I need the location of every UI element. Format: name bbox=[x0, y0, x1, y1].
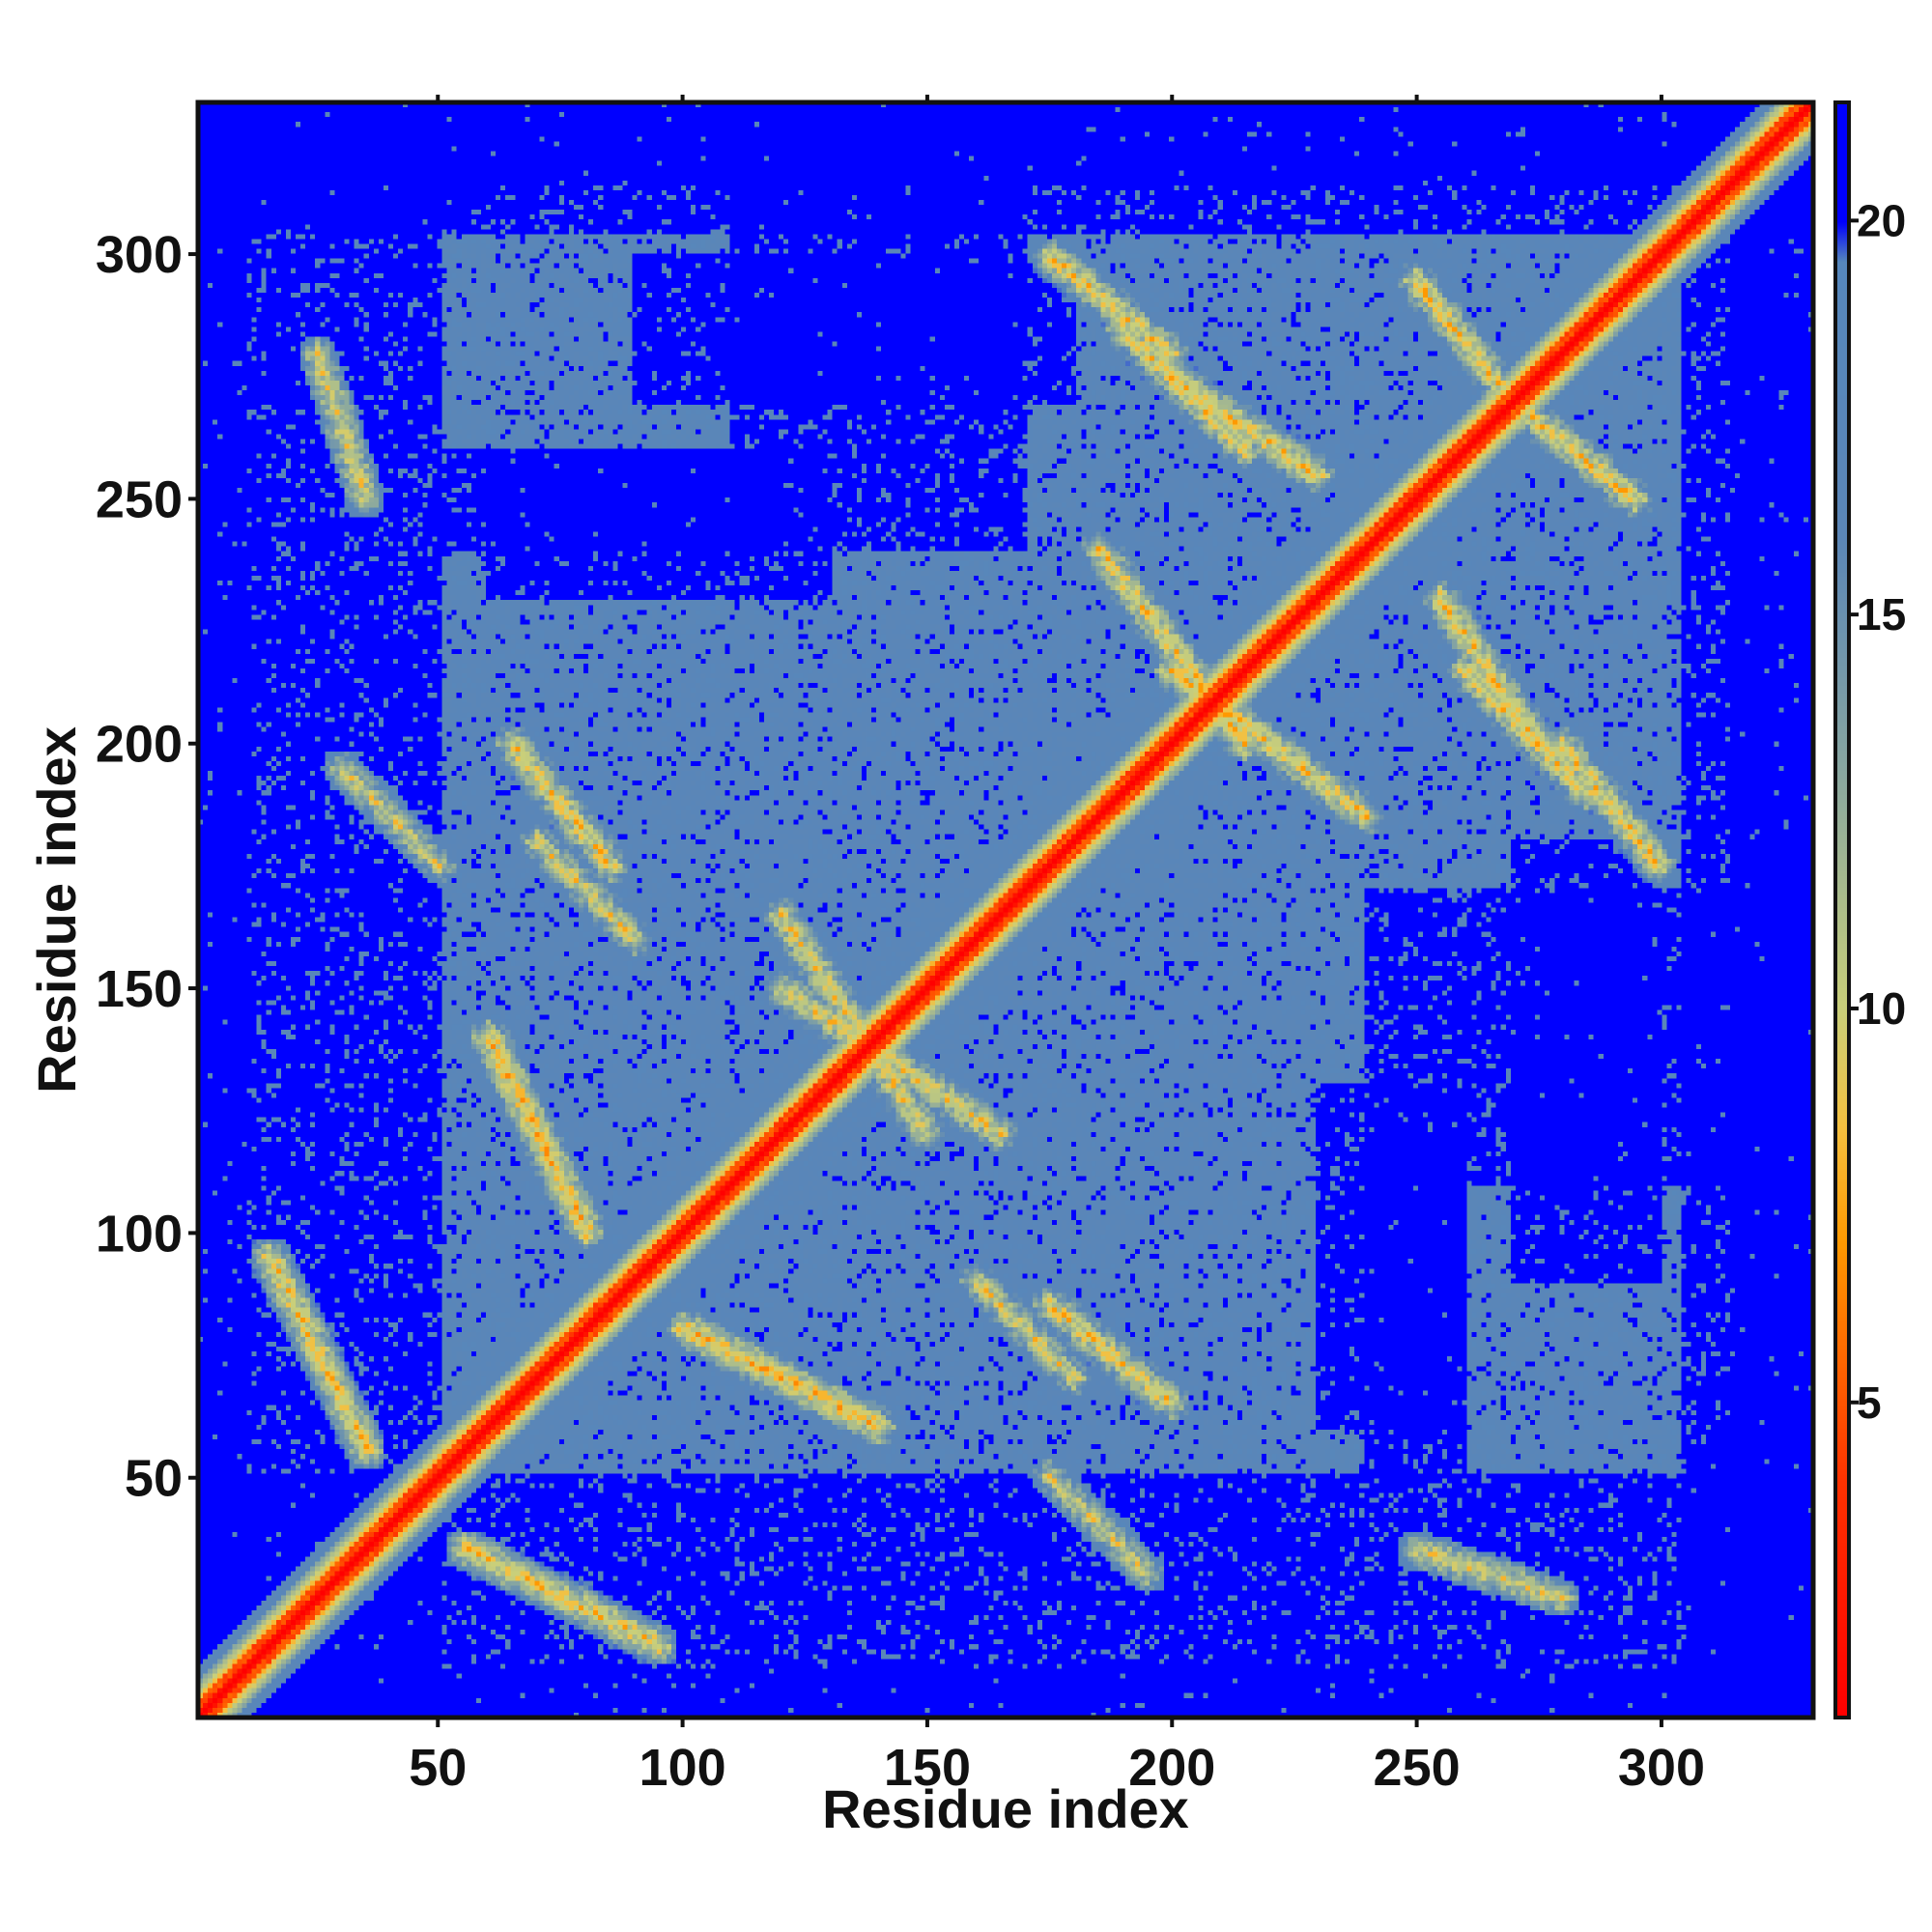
y-tick-label: 250 bbox=[96, 470, 183, 528]
colorbar-tick-label: 15 bbox=[1857, 589, 1906, 639]
colorbar-tick-label: 20 bbox=[1857, 195, 1906, 245]
x-axis: 50 100 150 200 250 300 bbox=[409, 95, 1705, 1797]
x-axis-title: Residue index bbox=[822, 1778, 1189, 1839]
y-axis: 50 100 150 200 250 300 bbox=[96, 226, 198, 1508]
x-tick-label: 250 bbox=[1374, 1739, 1461, 1797]
heatmap-image bbox=[198, 102, 1813, 1718]
y-tick-label: 200 bbox=[96, 716, 183, 774]
y-tick-label: 150 bbox=[96, 960, 183, 1018]
x-tick-label: 300 bbox=[1618, 1739, 1705, 1797]
colorbar: 5 10 15 20 bbox=[1833, 100, 1906, 1719]
y-tick-label: 50 bbox=[125, 1450, 183, 1508]
x-tick-label: 100 bbox=[639, 1739, 726, 1797]
colorbar-tick-label: 5 bbox=[1857, 1378, 1882, 1428]
colorbar-tick-label: 10 bbox=[1857, 983, 1906, 1034]
colorbar-frame bbox=[1833, 100, 1851, 1719]
x-tick-label: 150 bbox=[884, 1739, 971, 1797]
y-tick-label: 300 bbox=[96, 226, 183, 284]
x-tick-label: 200 bbox=[1128, 1739, 1215, 1797]
y-axis-title: Residue index bbox=[26, 726, 87, 1094]
heatmap-area bbox=[195, 99, 1816, 1720]
y-tick-label: 100 bbox=[96, 1205, 183, 1263]
colorbar-ticks: 5 10 15 20 bbox=[1849, 195, 1906, 1428]
plot-frame bbox=[195, 99, 1816, 1720]
x-tick-label: 50 bbox=[409, 1739, 467, 1797]
colorbar-gradient bbox=[1835, 102, 1849, 1718]
